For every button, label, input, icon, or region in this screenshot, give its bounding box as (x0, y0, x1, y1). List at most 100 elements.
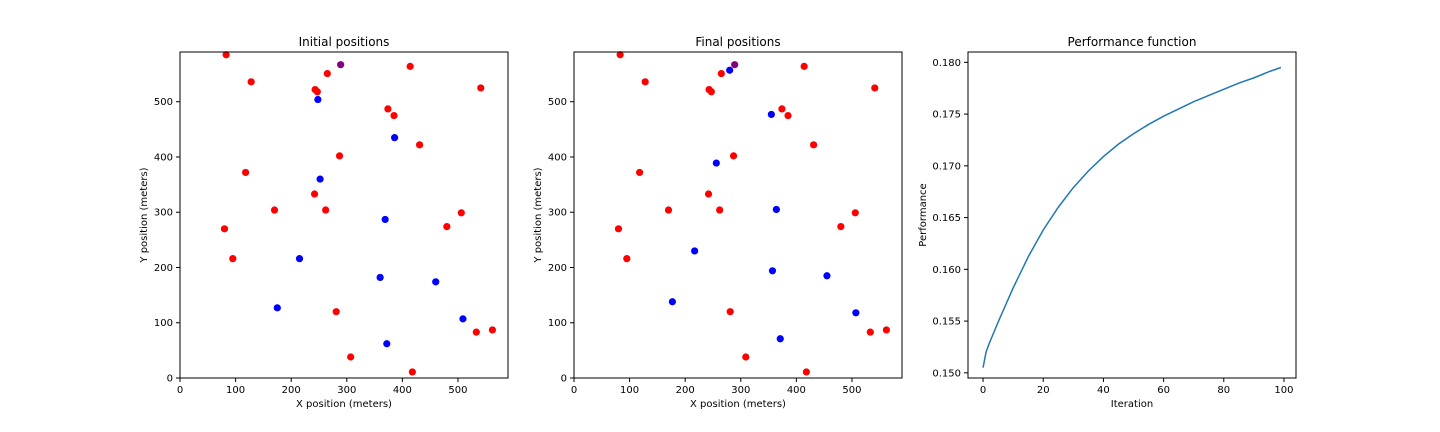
purple-point (731, 61, 739, 69)
x-tick-label: 0 (571, 385, 577, 396)
red-point (810, 141, 818, 149)
chart-title: Performance function (1068, 35, 1197, 49)
red-point (742, 353, 750, 361)
blue-point (459, 315, 467, 323)
blue-point (712, 159, 720, 167)
red-point (222, 51, 230, 59)
final-positions-chart: Final positions X position (meters) Y po… (533, 35, 903, 410)
blue-point (314, 95, 322, 104)
x-tick-label: 200 (676, 385, 695, 396)
red-point (408, 368, 416, 376)
blue-point (691, 247, 699, 255)
red-point (390, 111, 398, 120)
x-tick-label: 0 (177, 385, 183, 396)
red-point (717, 69, 725, 78)
y-tick-label: 200 (548, 263, 567, 274)
chart-title: Initial positions (299, 35, 390, 49)
x-tick-label: 200 (282, 385, 301, 396)
x-tick-label: 80 (1217, 385, 1230, 396)
y-tick-label: 300 (548, 208, 567, 219)
y-tick-label: 0.155 (932, 317, 961, 328)
red-point (716, 206, 724, 214)
blue-point (316, 175, 324, 183)
red-point (247, 78, 255, 86)
axis-ticks: 0 20 40 60 80 100 0.150 0.155 0.160 0.165 0.170 0.1… (932, 58, 1293, 396)
red-point (882, 326, 891, 334)
x-tick-label: 60 (1157, 385, 1170, 396)
blue-point (776, 335, 784, 343)
red-point (800, 62, 808, 70)
blue-point (852, 309, 860, 317)
red-point (871, 84, 879, 92)
red-point (778, 105, 786, 113)
blue-point (273, 304, 281, 312)
x-tick-label: 0 (980, 385, 986, 396)
y-axis-label: Y position (meters) (533, 167, 544, 263)
red-point (332, 308, 340, 316)
red-point (704, 190, 713, 198)
red-point (851, 209, 859, 217)
y-tick-label: 0.175 (932, 110, 961, 121)
y-tick-label: 0.180 (932, 58, 961, 69)
red-point (707, 88, 715, 96)
x-tick-label: 100 (226, 385, 245, 396)
y-tick-label: 100 (548, 318, 567, 329)
blue-point (772, 205, 780, 214)
y-tick-label: 0.165 (932, 213, 961, 224)
red-point (726, 308, 734, 316)
y-tick-label: 400 (154, 152, 173, 163)
x-tick-label: 500 (842, 385, 861, 396)
x-tick-label: 300 (731, 385, 750, 396)
x-tick-label: 300 (337, 385, 356, 396)
blue-point (726, 66, 734, 74)
red-point (477, 84, 485, 92)
red-point (784, 111, 792, 120)
red-point (472, 328, 480, 336)
blue-point (823, 272, 831, 280)
plot-frame (967, 51, 1297, 379)
red-point (416, 141, 424, 149)
plot-frame (179, 51, 509, 379)
red-point (335, 152, 344, 160)
x-axis-label: Iteration (1111, 399, 1153, 410)
red-point (623, 255, 631, 263)
chart-title: Final positions (695, 35, 780, 49)
y-axis-label: Y position (meters) (139, 167, 150, 263)
blue-point (390, 134, 399, 142)
red-point (270, 206, 279, 214)
y-axis-label: Performance (918, 183, 929, 246)
y-tick-label: 100 (154, 318, 173, 329)
red-point (837, 223, 845, 231)
x-tick-label: 100 (1274, 385, 1293, 396)
blue-point (668, 298, 677, 306)
red-point (347, 353, 355, 361)
performance-line (982, 66, 1282, 368)
red-point (443, 223, 451, 231)
y-tick-label: 0 (561, 374, 567, 385)
blue-point (768, 267, 777, 275)
y-tick-label: 0.170 (932, 161, 961, 172)
x-tick-label: 100 (620, 385, 639, 396)
red-point (488, 326, 497, 334)
x-tick-label: 40 (1097, 385, 1110, 396)
blue-point (376, 273, 384, 282)
axis-ticks: 0 100 200 300 400 500 0 100 200 300 400 500 (154, 97, 468, 396)
scatter-points (614, 51, 891, 376)
plot-frame (573, 51, 903, 379)
red-point (457, 209, 465, 217)
red-point (322, 206, 330, 214)
blue-point (383, 340, 391, 348)
y-tick-label: 0.160 (932, 265, 961, 276)
x-tick-label: 400 (787, 385, 806, 396)
blue-point (381, 215, 389, 224)
y-tick-label: 300 (154, 208, 173, 219)
y-tick-label: 500 (154, 97, 173, 108)
red-point (323, 69, 331, 78)
performance-function-chart: Performance function Iteration Performan… (918, 35, 1297, 410)
red-point (641, 78, 649, 86)
blue-point (295, 255, 304, 263)
red-point (313, 88, 321, 96)
red-point (242, 168, 250, 177)
x-tick-label: 400 (393, 385, 412, 396)
